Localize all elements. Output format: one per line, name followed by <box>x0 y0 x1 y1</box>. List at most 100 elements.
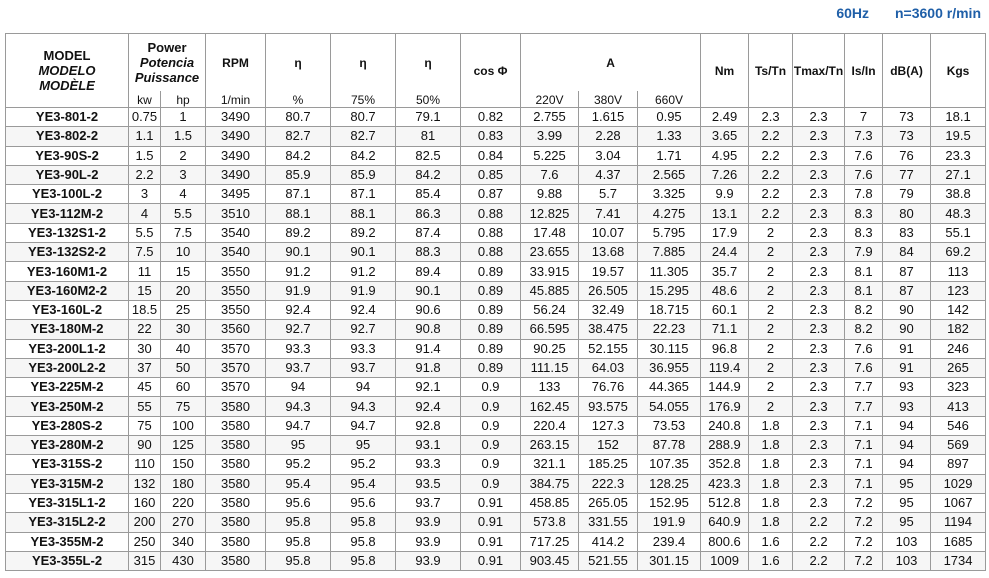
unit: hp <box>159 91 207 108</box>
unit: 660V <box>637 91 702 108</box>
value-cell: 94 <box>265 377 332 398</box>
value-cell: 2.2 <box>792 512 846 533</box>
value-cell: 95 <box>882 492 932 514</box>
value-cell: 22 <box>128 319 161 340</box>
value-cell: 265 <box>930 357 987 379</box>
value-cell: 128.25 <box>637 473 702 494</box>
value-cell: 7 <box>844 106 884 128</box>
value-cell: 0.83 <box>460 126 522 147</box>
value-cell: 103 <box>882 550 932 572</box>
value-cell: 7.5 <box>128 242 161 263</box>
value-cell: 315 <box>128 550 161 572</box>
value-cell: 1.6 <box>748 531 794 552</box>
value-cell: 25 <box>159 299 207 321</box>
value-cell: 17.9 <box>700 222 750 244</box>
value-cell: 94 <box>882 454 932 475</box>
value-cell: 73.53 <box>637 415 702 437</box>
value-cell: 7.6 <box>844 164 884 186</box>
value-cell: 288.9 <box>700 435 750 456</box>
value-cell: 2.2 <box>748 126 794 147</box>
value-cell: 93.3 <box>330 338 397 359</box>
value-cell: 2.3 <box>792 222 846 244</box>
value-cell: 94 <box>882 435 932 456</box>
value-cell: 152 <box>578 435 639 456</box>
table-row: YE3-112M-2 4 5.5 3510 88.1 88.1 86.3 0.88 12.825… <box>5 203 987 224</box>
model-cell: YE3-90S-2 <box>5 145 129 166</box>
value-cell: 160 <box>128 492 161 514</box>
value-cell: 176.9 <box>700 396 750 417</box>
table-row: YE3-160M1-2 11 15 3550 91.2 91.2 89.4 0.89 33.91… <box>5 261 987 282</box>
value-cell: 2 <box>748 299 794 321</box>
value-cell: 7.41 <box>578 203 639 224</box>
value-cell: 321.1 <box>520 454 580 475</box>
value-cell: 7.1 <box>844 454 884 475</box>
value-cell: 76 <box>882 145 932 166</box>
table-row: YE3-315S-2 110 150 3580 95.2 95.2 93.3 0.9 321.1… <box>5 454 987 475</box>
value-cell: 13.1 <box>700 203 750 224</box>
value-cell: 8.1 <box>844 280 884 301</box>
value-cell: 91 <box>882 338 932 359</box>
value-cell: 3.65 <box>700 126 750 147</box>
model-cell: YE3-250M-2 <box>5 396 129 417</box>
value-cell: 2.2 <box>748 164 794 186</box>
value-cell: 80.7 <box>265 106 332 128</box>
value-cell: 569 <box>930 435 987 456</box>
value-cell: 2.3 <box>792 415 846 437</box>
value-cell: 1.8 <box>748 454 794 475</box>
value-cell: 26.505 <box>578 280 639 301</box>
spec-line: 60Hz n=3600 r/min <box>810 5 981 21</box>
value-cell: 91.8 <box>395 357 462 379</box>
value-cell: 640.9 <box>700 512 750 533</box>
value-cell: 3490 <box>205 106 267 128</box>
value-cell: 91.9 <box>265 280 332 301</box>
value-cell: 32.49 <box>578 299 639 321</box>
value-cell: 2.2 <box>792 550 846 572</box>
value-cell: 76.76 <box>578 377 639 398</box>
value-cell: 2.3 <box>792 203 846 224</box>
value-cell: 85.9 <box>330 164 397 186</box>
value-cell: 30 <box>159 319 207 340</box>
value-cell: 15 <box>128 280 161 301</box>
table-row: YE3-200L2-2 37 50 3570 93.7 93.7 91.8 0.89 111.1… <box>5 357 987 379</box>
value-cell: 7.5 <box>159 222 207 244</box>
value-cell: 0.91 <box>460 550 522 572</box>
value-cell: 800.6 <box>700 531 750 552</box>
value-cell: 1.6 <box>748 550 794 572</box>
value-cell: 1.8 <box>748 473 794 494</box>
value-cell: 1.8 <box>748 415 794 437</box>
value-cell: 1.71 <box>637 145 702 166</box>
power-header: Power Potencia Puissance <box>127 33 207 91</box>
value-cell: 7.6 <box>844 145 884 166</box>
value-cell: 142 <box>930 299 987 321</box>
value-cell: 23.3 <box>930 145 987 166</box>
value-cell: 2.3 <box>792 261 846 282</box>
value-cell: 4 <box>128 203 161 224</box>
value-cell: 90.1 <box>395 280 462 301</box>
value-cell: 5.5 <box>128 222 161 244</box>
value-cell: 7.2 <box>844 512 884 533</box>
value-cell: 110 <box>128 454 161 475</box>
value-cell: 897 <box>930 454 987 475</box>
value-cell: 0.89 <box>460 299 522 321</box>
unit: 220V <box>520 91 580 108</box>
model-cell: YE3-132S2-2 <box>5 242 129 263</box>
value-cell: 75 <box>128 415 161 437</box>
value-cell: 2 <box>159 145 207 166</box>
value-cell: 2 <box>748 261 794 282</box>
value-cell: 9.88 <box>520 184 580 205</box>
value-cell: 2.3 <box>792 473 846 494</box>
value-cell: 19.57 <box>578 261 639 282</box>
value-cell: 86.3 <box>395 203 462 224</box>
value-cell: 521.55 <box>578 550 639 572</box>
value-cell: 0.87 <box>460 184 522 205</box>
value-cell: 2.3 <box>792 357 846 379</box>
table-row: YE3-132S2-2 7.5 10 3540 90.1 90.1 88.3 0.88 23.6… <box>5 242 987 263</box>
value-cell: 7.6 <box>520 164 580 186</box>
value-cell: 1.5 <box>159 126 207 147</box>
value-cell: 3580 <box>205 454 267 475</box>
value-cell: 54.055 <box>637 396 702 417</box>
value-cell: 12.825 <box>520 203 580 224</box>
header-text: MODÈLE <box>39 78 95 93</box>
value-cell: 27.1 <box>930 164 987 186</box>
cos-header: cos Φ <box>460 33 522 108</box>
